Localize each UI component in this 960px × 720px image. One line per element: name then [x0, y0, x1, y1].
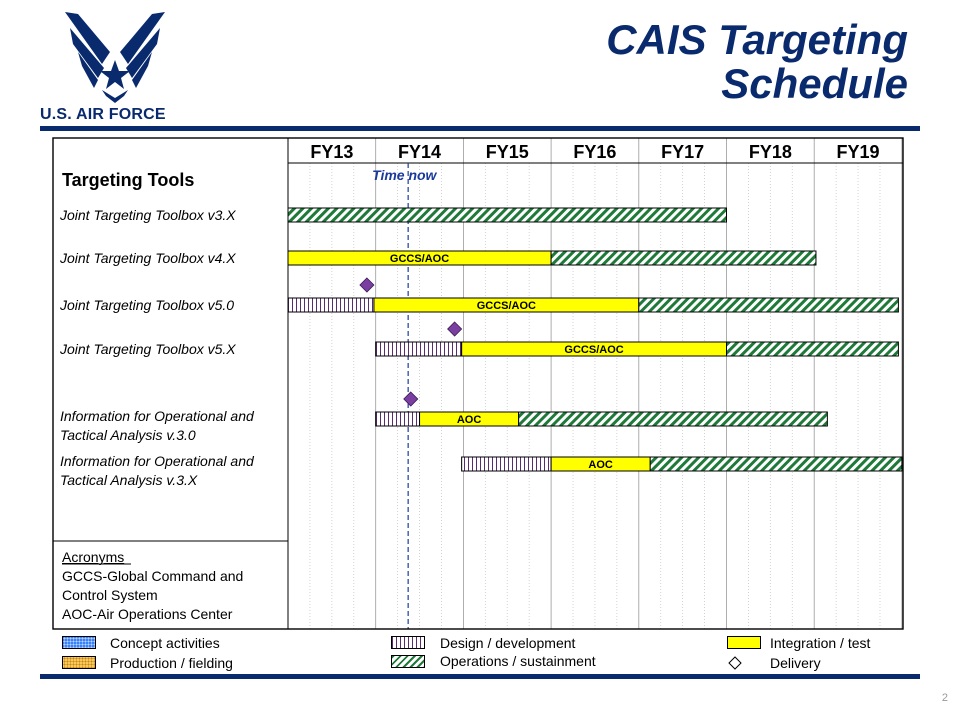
title-line-2: Schedule — [721, 60, 908, 107]
fy-header-label: FY16 — [573, 142, 616, 162]
fy-header-label: FY14 — [398, 142, 441, 162]
legend-integration-label: Integration / test — [770, 635, 871, 651]
schedule-bar-operations — [638, 297, 899, 313]
bottom-rule — [40, 674, 920, 679]
legend-design-swatch — [391, 636, 425, 649]
title-line-1: CAIS Targeting — [606, 16, 908, 63]
tool-name-label: Tactical Analysis v.3.X — [60, 472, 198, 488]
page-number: 2 — [941, 692, 948, 704]
schedule-bar-design — [375, 341, 463, 357]
schedule-bar-design — [287, 297, 375, 313]
tool-name-label: Information for Operational and — [60, 408, 255, 424]
schedule-bar-design — [375, 411, 421, 427]
legend-operations-swatch — [391, 655, 425, 668]
delivery-marker-icon — [403, 391, 419, 407]
fy-header-label: FY18 — [749, 142, 792, 162]
acronym-line: Control System — [62, 587, 158, 603]
legend-delivery-label: Delivery — [770, 655, 821, 671]
tool-name-label: Joint Targeting Toolbox v5.X — [59, 341, 236, 357]
fy-header-label: FY15 — [486, 142, 529, 162]
legend-operations-label: Operations / sustainment — [440, 653, 596, 669]
delivery-marker-icon — [359, 277, 375, 293]
schedule-bar-design — [461, 456, 552, 472]
section-label: Targeting Tools — [62, 170, 194, 190]
legend-integration-swatch — [727, 636, 761, 649]
schedule-bar-operations — [649, 456, 903, 472]
legend-production-swatch — [62, 656, 96, 669]
bar-label: GCCS/AOC — [564, 344, 623, 356]
fy-header-label: FY19 — [837, 142, 880, 162]
legend-design-label: Design / development — [440, 635, 576, 651]
schedule-bar-operations — [518, 411, 828, 427]
bar-label: GCCS/AOC — [477, 300, 536, 312]
tool-name-label: Information for Operational and — [60, 453, 255, 469]
bar-label: AOC — [588, 459, 613, 471]
acronym-line: GCCS-Global Command and — [62, 568, 243, 584]
air-force-logo — [65, 12, 165, 103]
legend-concept-label: Concept activities — [110, 635, 220, 651]
acronyms-heading: Acronyms — [62, 549, 124, 565]
legend-delivery-icon — [728, 656, 742, 670]
bar-label: AOC — [457, 414, 482, 426]
legend-production-label: Production / fielding — [110, 655, 233, 671]
time-now-label: Time now — [372, 167, 437, 183]
page-title: CAIS Targeting Schedule — [606, 18, 908, 106]
schedule-bar-operations — [287, 207, 727, 223]
logo-text: U.S. AIR FORCE — [40, 106, 166, 123]
fy-header-label: FY17 — [661, 142, 704, 162]
acronym-line: AOC-Air Operations Center — [62, 606, 233, 622]
schedule-bar-operations — [550, 250, 817, 266]
tool-name-label: Tactical Analysis v.3.0 — [60, 427, 196, 443]
delivery-marker-icon — [447, 321, 463, 337]
tool-name-label: Joint Targeting Toolbox v5.0 — [59, 297, 234, 313]
schedule-bar-operations — [726, 341, 899, 357]
top-rule — [40, 126, 920, 131]
tool-name-label: Joint Targeting Toolbox v4.X — [59, 250, 236, 266]
bar-label: GCCS/AOC — [390, 253, 449, 265]
legend-concept-swatch — [62, 636, 96, 649]
tool-name-label: Joint Targeting Toolbox v3.X — [59, 207, 236, 223]
fy-header-label: FY13 — [310, 142, 353, 162]
schedule-frame — [52, 137, 904, 630]
schedule-chart: FY13 FY14 FY15 FY16 FY17 FY18 FY19 Targeting To… — [52, 137, 904, 630]
